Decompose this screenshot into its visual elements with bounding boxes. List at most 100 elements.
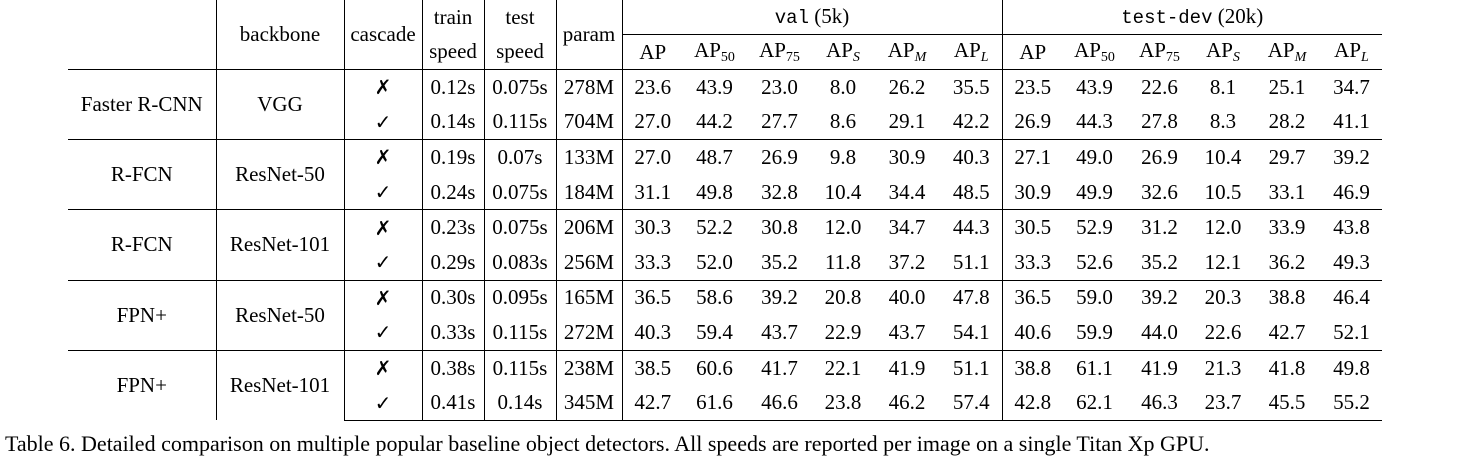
header-row-2: speed speed AP AP50 AP75 APS APM APL AP AP50 AP7… <box>68 34 1382 70</box>
val-ap-cell: 26.9 <box>746 139 813 175</box>
val-ap-cell: 23.6 <box>621 68 683 105</box>
testdev-ap-cell: 42.7 <box>1268 319 1306 344</box>
test-speed-cell: 0.115s <box>483 104 556 140</box>
testdev-ap-cell: 10.4 <box>1193 139 1253 175</box>
val-ap-cell: 59.4 <box>696 319 733 344</box>
val-ap-cell: 52.0 <box>696 249 733 274</box>
detector-name: R-FCN <box>68 209 216 281</box>
testdev-ap-cell: 55.2 <box>1321 385 1382 421</box>
testdev-metric-header: APL <box>1321 35 1382 70</box>
val-ap-cell: 44.3 <box>941 209 1002 245</box>
testdev-ap-cell: 39.2 <box>1321 139 1382 175</box>
testdev-ap-cell: 30.5 <box>1001 209 1063 245</box>
val-metric-header: AP50 <box>683 35 746 70</box>
metric-base: AP <box>1267 37 1295 62</box>
val-ap-cell: 61.6 <box>683 385 746 421</box>
cascade-mark: ✓ <box>343 385 422 421</box>
param-cell: 133M <box>555 139 622 175</box>
train-speed-header-bottom: speed <box>421 34 484 70</box>
val-ap-cell: 42.7 <box>621 385 683 421</box>
testdev-ap-cell: 62.1 <box>1063 385 1126 421</box>
val-ap-cell: 34.7 <box>873 209 941 245</box>
testdev-ap-cell: 52.9 <box>1063 209 1126 245</box>
detector-header <box>68 0 216 70</box>
table-caption: Table 6. Detailed comparison on multiple… <box>5 431 1210 456</box>
cascade-mark: ✓ <box>343 174 422 210</box>
metric-subscript: S <box>852 49 860 65</box>
train-speed-cell: 0.14s <box>421 104 484 140</box>
testdev-ap-cell: 20.3 <box>1193 279 1253 316</box>
testdev-ap-cell: 49.0 <box>1063 139 1126 175</box>
testdev-ap-cell: 61.1 <box>1063 349 1126 386</box>
test-speed-cell: 0.115s <box>483 315 556 351</box>
table-row: FPN+ ResNet-101 ✗ 0.38s 0.115s 238M 38.5 60.6 41… <box>68 349 1382 421</box>
testdev-ap-cell: 41.1 <box>1333 109 1370 134</box>
metric-base: AP <box>953 37 981 62</box>
table-row: R-FCN ResNet-101 ✗ 0.23s 0.075s 206M 30.3 52.2 3… <box>68 209 1382 281</box>
testdev-ap-cell: 35.2 <box>1141 249 1178 274</box>
testdev-ap-cell: 45.5 <box>1253 385 1321 421</box>
val-ap-cell: 30.9 <box>873 139 941 175</box>
testdev-ap-cell: 44.3 <box>1076 109 1113 134</box>
testdev-ap-cell: 39.2 <box>1126 279 1193 316</box>
param-cell: 256M <box>555 244 622 281</box>
testdev-ap-cell: 34.7 <box>1321 68 1382 105</box>
cascade-mark: ✗ <box>343 68 422 105</box>
metric-base: AP <box>1139 37 1166 62</box>
table-row: ✓ 0.41s 0.14s 345M 42.7 61.6 46.6 23.8 46.2 57.4 4… <box>68 385 1382 421</box>
val-ap-cell: 8.6 <box>829 109 857 134</box>
cascade-header: cascade <box>343 0 422 70</box>
val-ap-cell: 9.8 <box>813 139 873 175</box>
val-ap-cell: 58.6 <box>683 279 746 316</box>
val-ap-cell: 52.2 <box>683 209 746 245</box>
val-ap-cell: 46.6 <box>746 385 813 421</box>
testdev-ap-cell: 21.3 <box>1193 349 1253 386</box>
param-header: param <box>555 0 622 70</box>
train-speed-cell: 0.19s <box>421 139 484 175</box>
testdev-ap-cell: 27.8 <box>1141 109 1178 134</box>
detector-name: FPN+ <box>68 279 216 351</box>
metric-base: AP <box>639 39 667 64</box>
testdev-ap-cell: 12.1 <box>1204 249 1242 274</box>
testdev-ap-cell: 43.9 <box>1063 68 1126 105</box>
testdev-ap-cell: 36.5 <box>1001 279 1063 316</box>
val-ap-cell: 8.0 <box>813 68 873 105</box>
val-metric-header: APM <box>873 35 941 70</box>
val-ap-cell: 22.1 <box>813 349 873 386</box>
train-speed-cell: 0.29s <box>421 244 484 281</box>
train-speed-cell: 0.33s <box>421 315 484 351</box>
test-speed-cell: 0.115s <box>483 349 556 386</box>
val-ap-cell: 11.8 <box>825 249 861 274</box>
results-table: backbone cascade train test param val (5… <box>68 0 1382 421</box>
testdev-ap-cell: 49.9 <box>1076 179 1113 204</box>
testdev-ap-cell: 41.8 <box>1253 349 1321 386</box>
testdev-metric-header: APS <box>1193 35 1253 70</box>
val-ap-cell: 34.4 <box>888 179 926 204</box>
train-speed-cell: 0.30s <box>421 279 484 316</box>
testdev-ap-cell: 31.2 <box>1126 209 1193 245</box>
testdev-ap-cell: 26.9 <box>1126 139 1193 175</box>
testdev-ap-cell: 42.8 <box>1001 385 1063 421</box>
metric-subscript: 75 <box>1165 49 1180 65</box>
cascade-mark: ✗ <box>343 349 422 386</box>
table-row: FPN+ ResNet-50 ✗ 0.30s 0.095s 165M 36.5 58.6 39.… <box>68 279 1382 351</box>
testdev-ap-cell: 36.2 <box>1268 249 1306 274</box>
val-ap-cell: 37.2 <box>888 249 926 274</box>
backbone-name: ResNet-50 <box>215 279 344 351</box>
testdev-ap-cell: 38.8 <box>1253 279 1321 316</box>
testdev-ap-cell: 59.9 <box>1076 319 1113 344</box>
param-cell: 345M <box>555 385 622 421</box>
val-ap-cell: 51.1 <box>952 249 990 274</box>
metric-subscript: 50 <box>720 49 735 65</box>
test-speed-header-bottom: speed <box>483 34 556 70</box>
val-ap-cell: 26.2 <box>873 68 941 105</box>
val-metric-header: AP75 <box>746 35 813 70</box>
val-metric-header: AP <box>621 34 683 70</box>
testdev-metric-header: AP75 <box>1126 35 1193 70</box>
val-ap-cell: 33.3 <box>621 244 683 281</box>
backbone-name: VGG <box>215 68 344 140</box>
testdev-ap-cell: 33.1 <box>1268 179 1306 204</box>
metric-base: AP <box>694 37 721 62</box>
testdev-ap-cell: 22.6 <box>1204 319 1242 344</box>
metric-subscript: 50 <box>1100 49 1115 65</box>
